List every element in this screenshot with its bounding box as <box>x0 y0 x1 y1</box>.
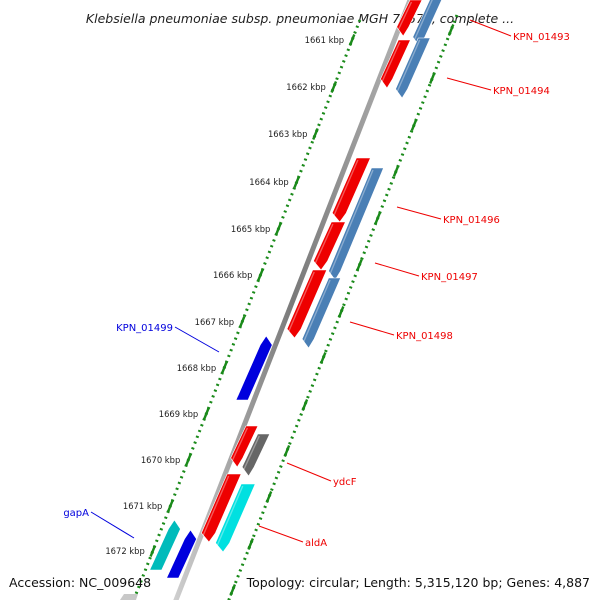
leader-kpn_01499 <box>174 326 220 353</box>
ruler-tick-label: 1671 kbp <box>123 501 162 511</box>
ruler-tick-label: 1670 kbp <box>141 455 180 465</box>
ruler-tick <box>167 500 174 512</box>
backbone-line <box>173 0 413 600</box>
leader-ydcf <box>286 462 332 482</box>
gene-kpn-01494-red[interactable] <box>380 39 411 89</box>
ruler: 1661 kbp 1662 kbp 1663 kbp 1664 kbp 1665 kbp… <box>105 19 362 600</box>
leader-gapa <box>90 511 135 539</box>
gene-kpn-01496-red[interactable] <box>331 157 371 223</box>
gene-label-kpn_01494[interactable]: KPN_01494 <box>493 86 550 97</box>
gene-kpn-01494-red-shine <box>381 41 401 83</box>
ruler-tick <box>238 316 246 328</box>
track-tick <box>301 399 309 411</box>
gene-label-kpn_01493[interactable]: KPN_01493 <box>513 32 570 43</box>
ruler-tick <box>257 269 264 281</box>
gene-ydcf-red[interactable] <box>230 425 259 468</box>
ruler-tick-label: 1669 kbp <box>159 409 198 419</box>
gene-kpn-01498-blue-shine <box>302 279 331 343</box>
gene-alda-red[interactable] <box>201 473 242 543</box>
topology-info: Topology: circular; Length: 5,315,120 bp… <box>246 575 590 590</box>
accession-info: AccessionNC_009648 <box>9 575 151 590</box>
gene-ydcf-red-shine <box>231 427 248 462</box>
track-tick <box>392 165 400 177</box>
gene-ydcf-gray[interactable] <box>241 433 271 477</box>
track-tick <box>229 584 237 596</box>
ruler-tick-label: 1662 kbp <box>286 82 325 92</box>
ruler-tick <box>293 176 301 188</box>
ruler-tick-label: 1672 kbp <box>105 546 144 556</box>
ruler-tick-label: 1665 kbp <box>231 224 270 234</box>
track-tick <box>337 306 345 318</box>
track-tick <box>283 445 291 457</box>
track-tick <box>319 352 327 364</box>
gene-kpn-01498-red[interactable] <box>286 269 328 339</box>
leader-kpn_01494 <box>446 77 492 91</box>
gene-label-gapa[interactable]: gapA <box>63 508 89 519</box>
gene-kpn-01499[interactable] <box>235 335 273 401</box>
ruler-tick-label: 1663 kbp <box>268 129 307 139</box>
ruler-tick-label: 1664 kbp <box>249 177 288 187</box>
track-tick <box>265 491 273 503</box>
leader-kpn_01496 <box>396 206 442 220</box>
ruler-tick-label: 1666 kbp <box>213 270 252 280</box>
ruler-tick <box>149 545 157 557</box>
ruler-tick <box>312 128 319 140</box>
track-lines <box>227 14 459 600</box>
ruler-tick <box>330 81 338 93</box>
ruler-tick <box>220 362 228 374</box>
gene-label-ydcf[interactable]: ydcF <box>333 477 357 488</box>
accession-value: NC_009648 <box>79 575 152 590</box>
gene-kpn-01493-red[interactable] <box>396 0 423 37</box>
track-tick <box>447 24 455 36</box>
gene-gapa-teal-shine <box>150 523 171 567</box>
gene-kpn-01496-blue-shine <box>329 169 374 275</box>
leader-kpn_01497 <box>374 262 420 277</box>
track-tick <box>374 212 382 224</box>
gene-kpn-01498-blue[interactable] <box>301 277 342 349</box>
gene-features[interactable] <box>120 0 444 600</box>
gene-label-kpn_01497[interactable]: KPN_01497 <box>421 272 478 283</box>
gene-kpn-01496-blue[interactable] <box>328 167 384 281</box>
ruler-tick <box>348 34 356 46</box>
gene-kpn-01499-shine <box>236 339 263 397</box>
ruler-tick <box>184 454 192 466</box>
gene-kpn-01493-blue-shine <box>413 0 433 41</box>
track-tick <box>247 538 254 550</box>
track-tick <box>356 259 363 271</box>
ruler-tick-label: 1661 kbp <box>305 35 344 45</box>
ruler-tick <box>275 223 282 235</box>
gene-kpn-01497-red[interactable] <box>313 221 346 271</box>
gene-alda-cyan[interactable] <box>215 483 256 553</box>
gene-kpn-01494-blue-shine <box>396 39 421 93</box>
gene-label-kpn_01498[interactable]: KPN_01498 <box>396 331 453 342</box>
track-tick <box>410 119 418 131</box>
leader-kpn_01493 <box>469 19 512 37</box>
gene-ydcf-gray-shine <box>243 435 260 471</box>
gene-gapa-blue-shine <box>167 533 187 575</box>
gene-kpn-01494-blue[interactable] <box>395 37 431 99</box>
gene-alda-red-shine <box>202 475 230 537</box>
gene-label-alda[interactable]: aldA <box>305 538 327 549</box>
gene-kpn-01497-red-shine <box>314 223 334 265</box>
gene-alda-cyan-shine <box>216 485 244 547</box>
labels: KPN_01493 KPN_01494 KPN_01496 KPN_01497 KPN_… <box>63 32 570 549</box>
ruler-tick-label: 1667 kbp <box>195 317 234 327</box>
gene-kpn-01498-red-shine <box>287 271 315 333</box>
leader-alda <box>258 525 304 543</box>
gene-label-kpn_01499[interactable]: KPN_01499 <box>116 323 173 334</box>
ruler-tick <box>202 408 210 420</box>
gene-gapa-blue[interactable] <box>166 529 197 579</box>
gene-gray-partial <box>120 594 138 600</box>
track-tick <box>429 72 436 84</box>
accession-label: Accession <box>9 575 79 590</box>
ruler-tick-label: 1668 kbp <box>177 363 216 373</box>
gene-kpn-01496-red-shine <box>333 159 359 217</box>
genome-backbone <box>173 0 413 600</box>
label-leaders <box>90 19 512 543</box>
leader-kpn_01498 <box>349 321 395 336</box>
gene-kpn-01493-red-shine <box>397 1 413 31</box>
gene-label-kpn_01496[interactable]: KPN_01496 <box>443 215 500 226</box>
gene-gapa-teal[interactable] <box>149 519 181 571</box>
